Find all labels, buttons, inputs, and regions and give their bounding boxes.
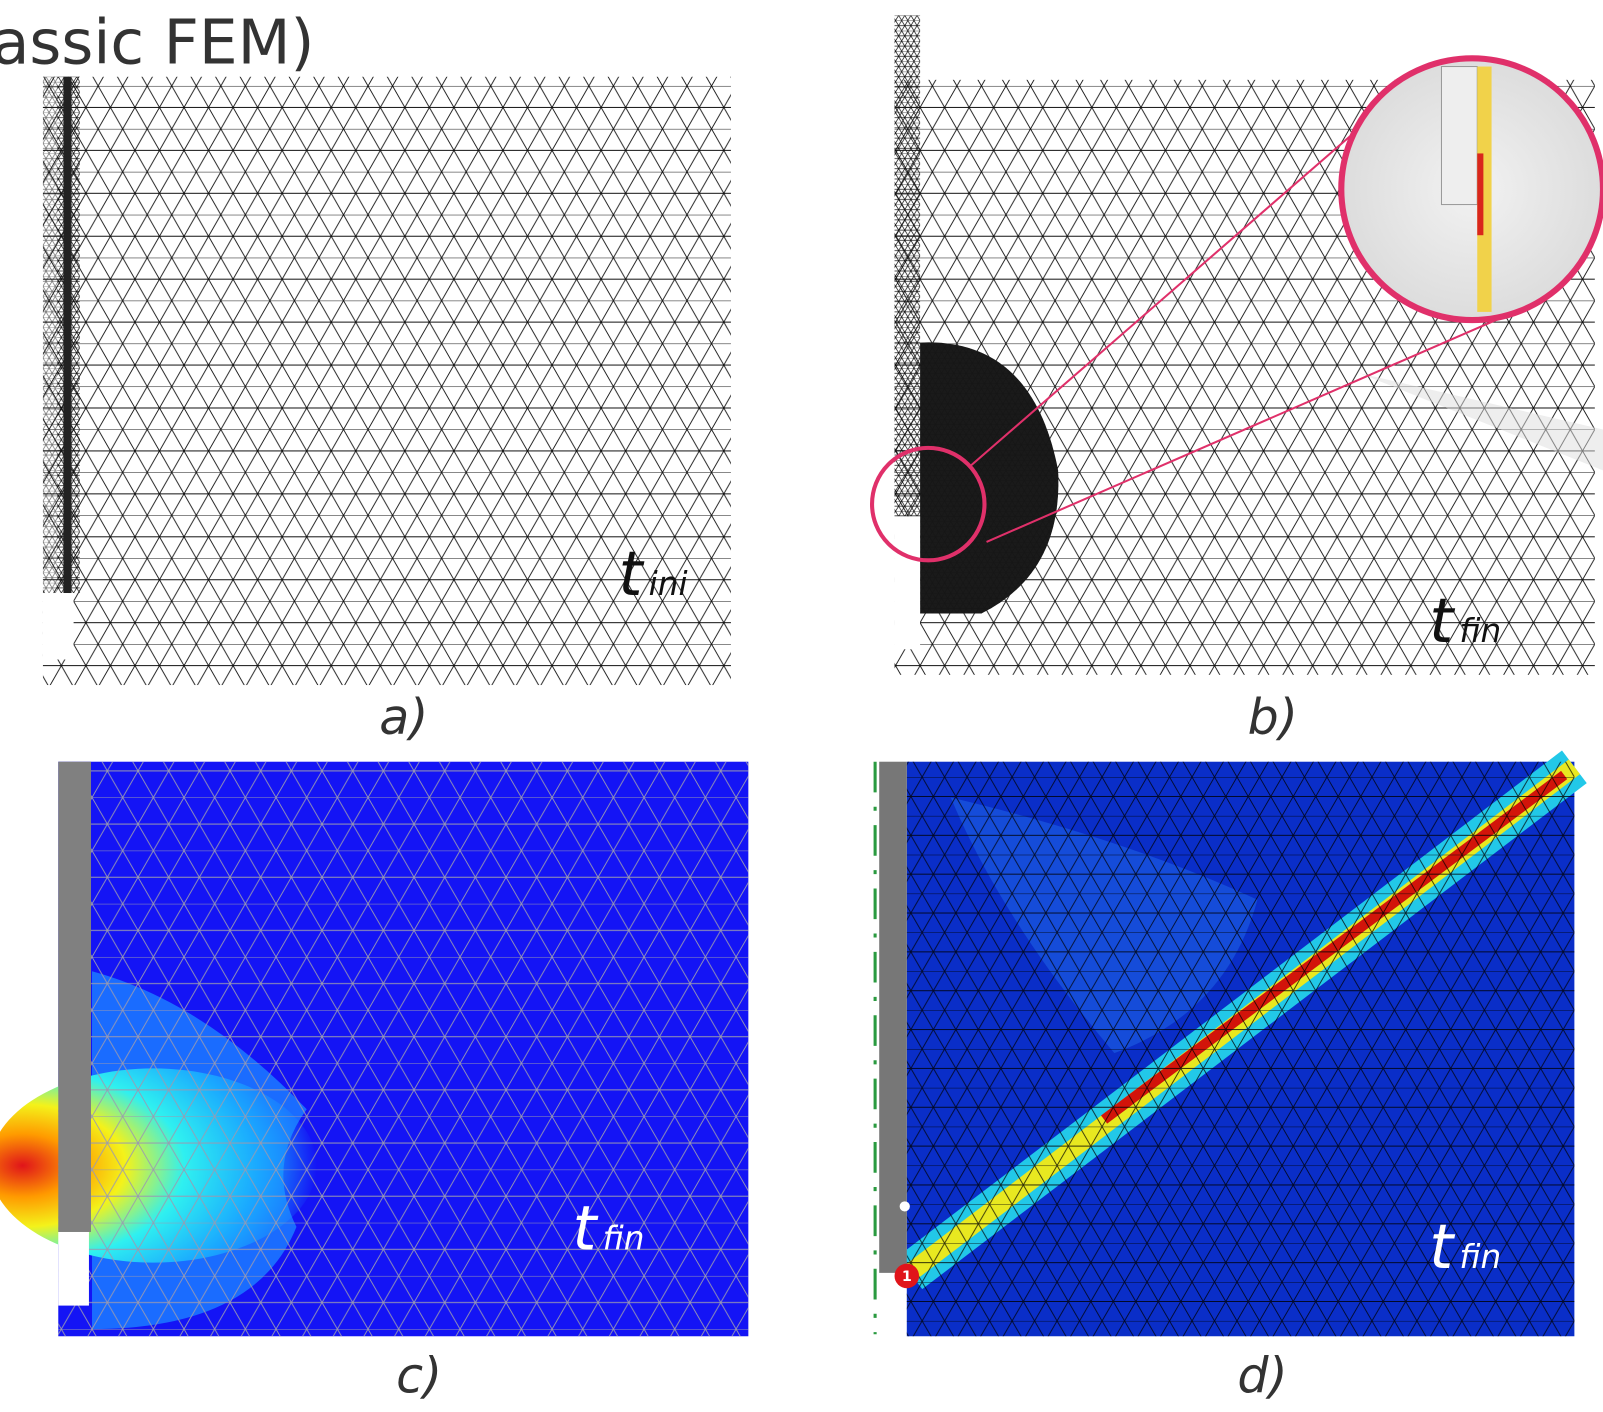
text: fin [1459, 612, 1501, 650]
text: t [1429, 586, 1455, 657]
panel-d: 1 t fin d) [873, 750, 1587, 1404]
panel-a: t ini a) [42, 76, 731, 746]
text: t [1429, 1212, 1455, 1283]
marker-label: 1 [902, 1269, 912, 1285]
time-label: t fin [1429, 1212, 1501, 1283]
text: t [619, 539, 645, 610]
panel-label: d) [1237, 1346, 1287, 1404]
panel-label: c) [396, 1346, 442, 1404]
time-label: t fin [573, 1193, 645, 1264]
panel-label: b) [1248, 688, 1298, 746]
panel-b: t fin b) [869, 15, 1603, 746]
panel-c: t fin c) [0, 761, 749, 1404]
slide-title: assic FEM) [0, 7, 314, 78]
panel-label: a) [379, 688, 428, 746]
time-label: t ini [619, 539, 688, 610]
text: t [573, 1193, 599, 1264]
text: ini [649, 565, 688, 603]
time-label: t fin [1429, 586, 1501, 657]
text: fin [603, 1219, 645, 1257]
text: fin [1459, 1238, 1501, 1276]
